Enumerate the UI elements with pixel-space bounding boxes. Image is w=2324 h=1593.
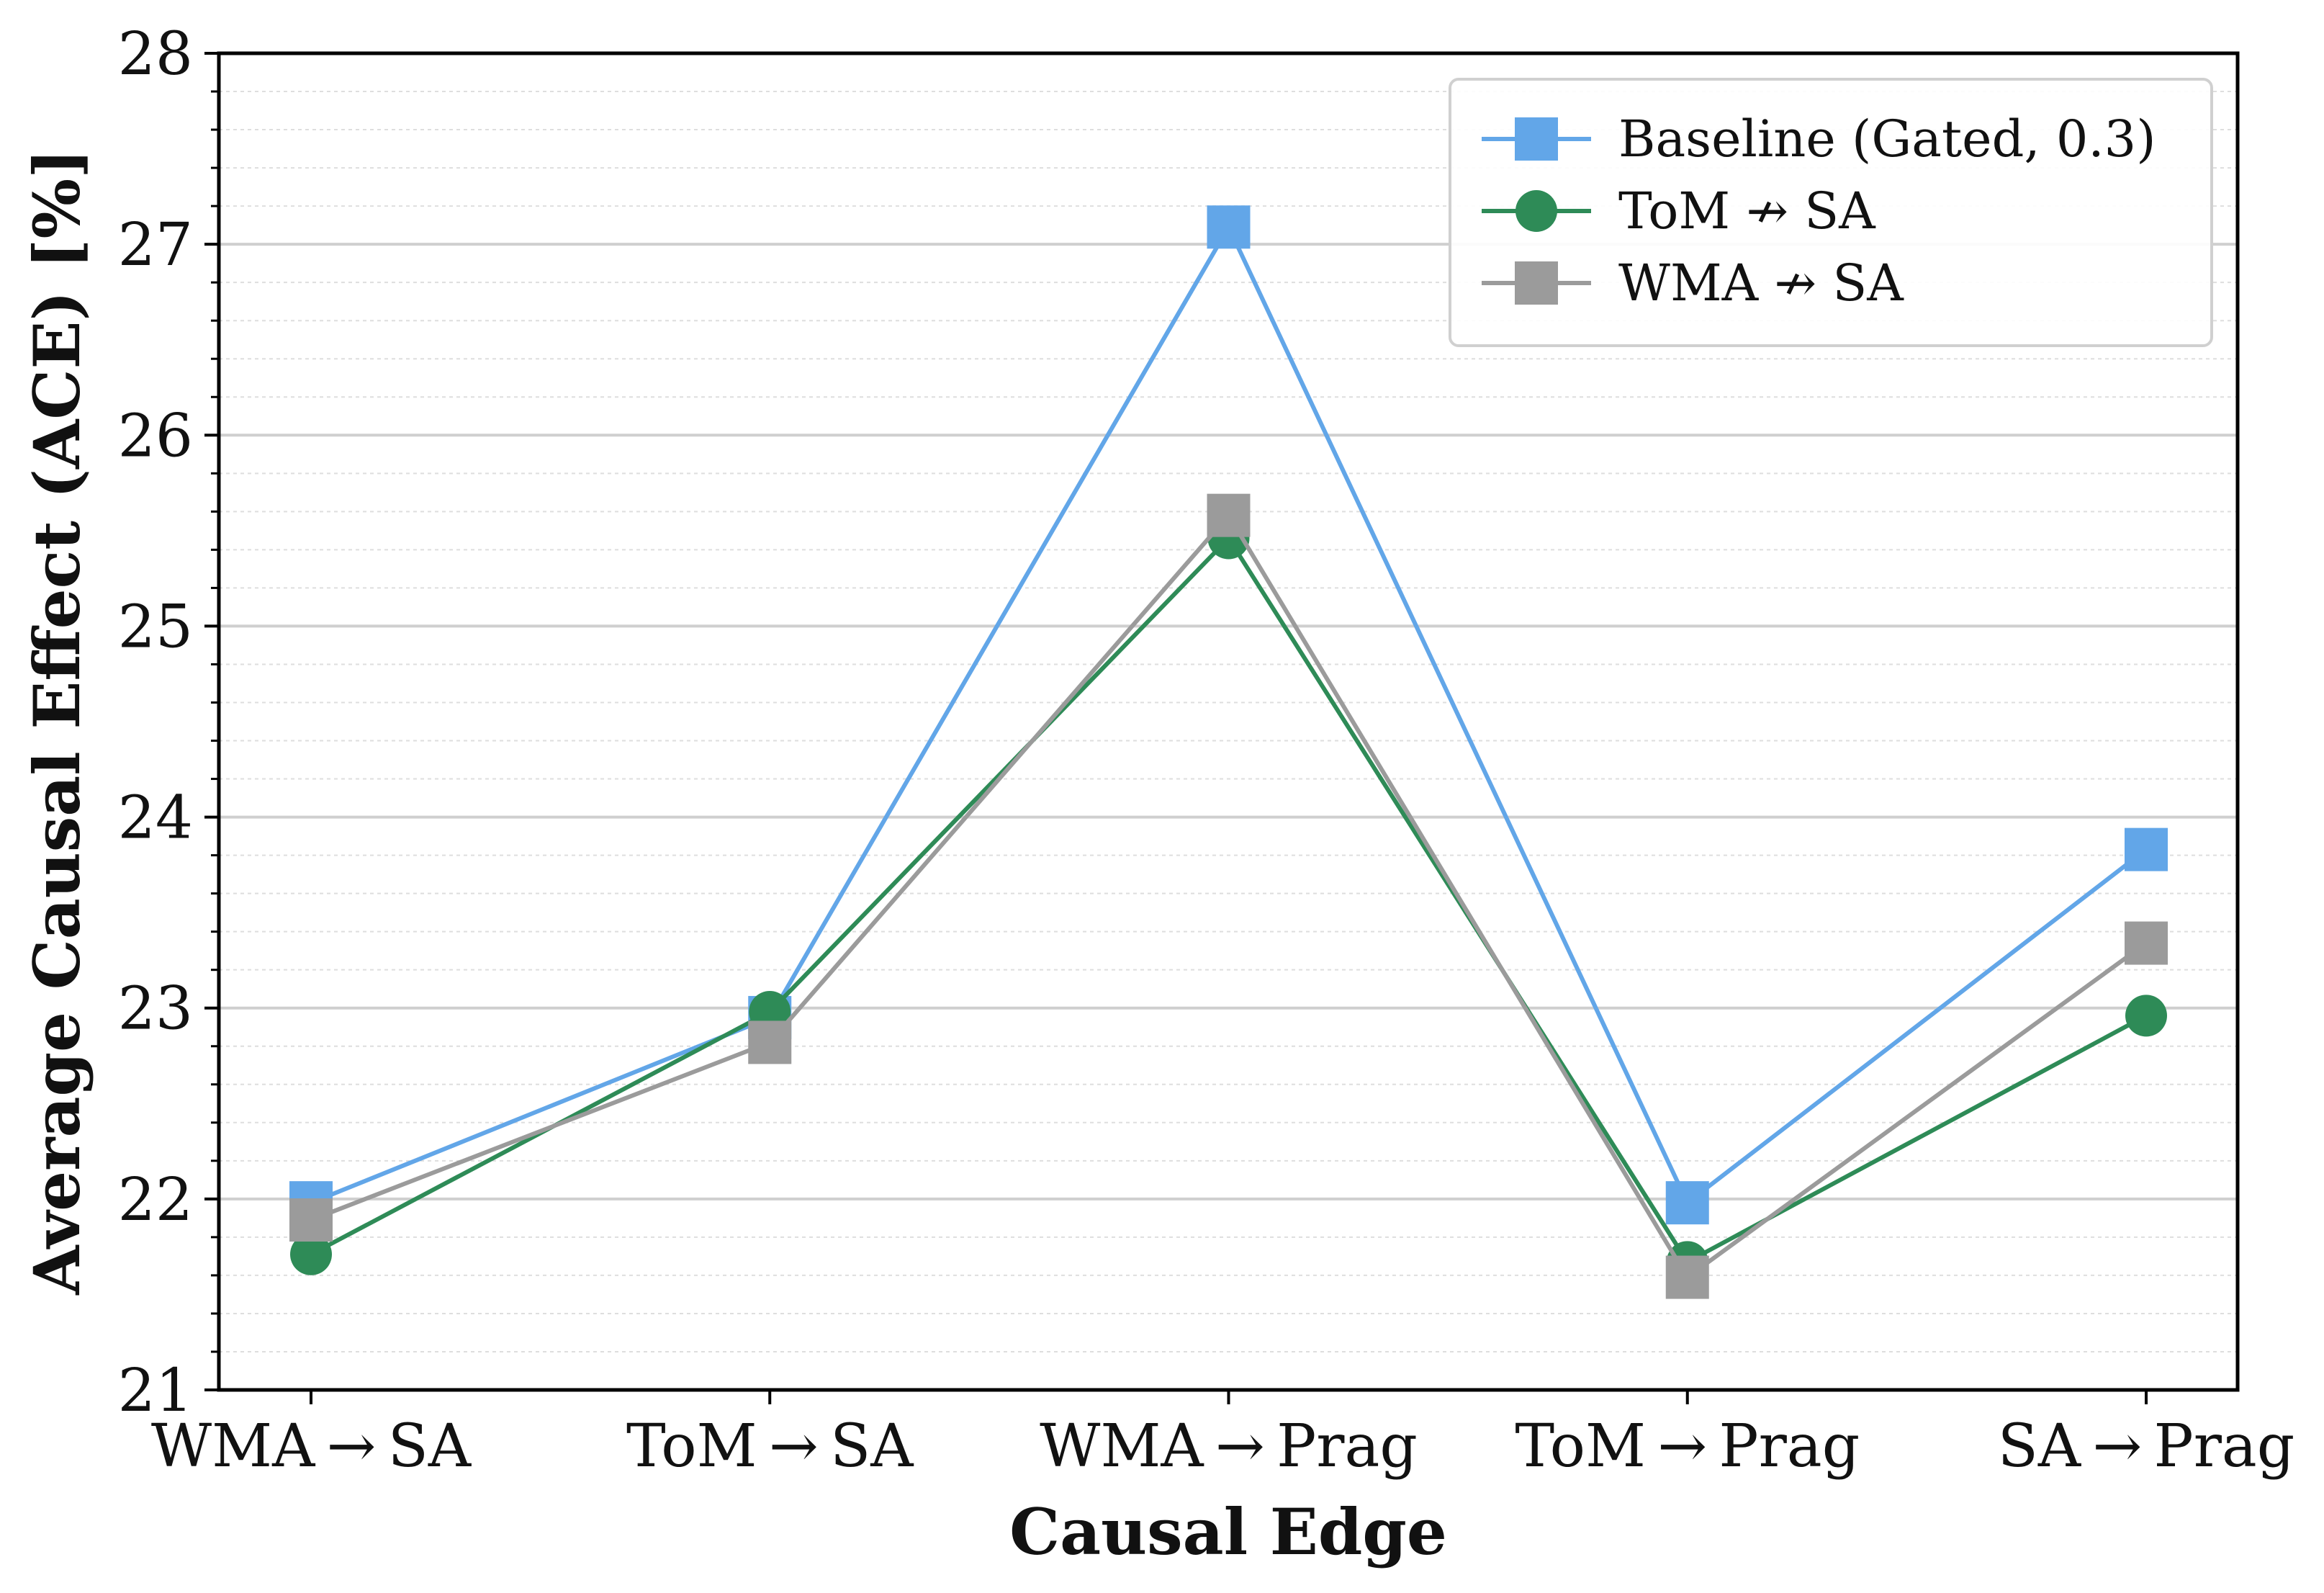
legend-label: WMA ↛ SA (1618, 253, 1904, 313)
y-tick-label: 23 (118, 975, 193, 1044)
data-point (289, 1198, 333, 1242)
legend-marker (1515, 190, 1557, 232)
x-tick-label: WMA → Prag (1040, 1412, 1418, 1481)
y-tick-label: 25 (118, 593, 193, 661)
series-group (289, 205, 2168, 1299)
data-point (748, 1020, 792, 1064)
legend-label: Baseline (Gated, 0.3) (1618, 109, 2156, 169)
y-tick-label: 26 (118, 402, 193, 470)
data-point (290, 1233, 332, 1275)
series-2 (289, 493, 2168, 1299)
data-point (2125, 827, 2168, 871)
y-axis-label: Average Causal Effect (ACE) [%] (19, 148, 94, 1295)
x-axis-label: Causal Edge (1009, 1494, 1447, 1569)
y-tick-label: 28 (118, 20, 193, 89)
x-tick-label: ToM → Prag (1515, 1412, 1860, 1481)
x-tick-label: WMA → SA (151, 1412, 472, 1481)
legend-label: ToM ↛ SA (1618, 181, 1876, 241)
legend-marker (1515, 261, 1558, 305)
x-tick-label: ToM → SA (626, 1412, 914, 1481)
y-tick-label: 21 (118, 1357, 193, 1425)
y-tick-label: 22 (118, 1166, 193, 1234)
x-tick-label: SA → Prag (1998, 1412, 2295, 1481)
data-point (2125, 995, 2167, 1037)
axes-group: 21 22 23 24 25 26 27 28 WMA → SA ToM → SA WMA → Pr… (118, 20, 2295, 1481)
data-point (1207, 205, 1251, 249)
y-tick-label: 24 (118, 784, 193, 853)
data-point (1665, 1255, 1709, 1299)
y-tick-label: 27 (118, 211, 193, 279)
legend-marker (1515, 117, 1558, 161)
data-point (1207, 493, 1251, 537)
data-point (1665, 1181, 1709, 1225)
legend: Baseline (Gated, 0.3) ToM ↛ SA WMA ↛ SA (1449, 78, 2213, 347)
legend-frame (1449, 78, 2213, 347)
data-point (2125, 921, 2168, 965)
